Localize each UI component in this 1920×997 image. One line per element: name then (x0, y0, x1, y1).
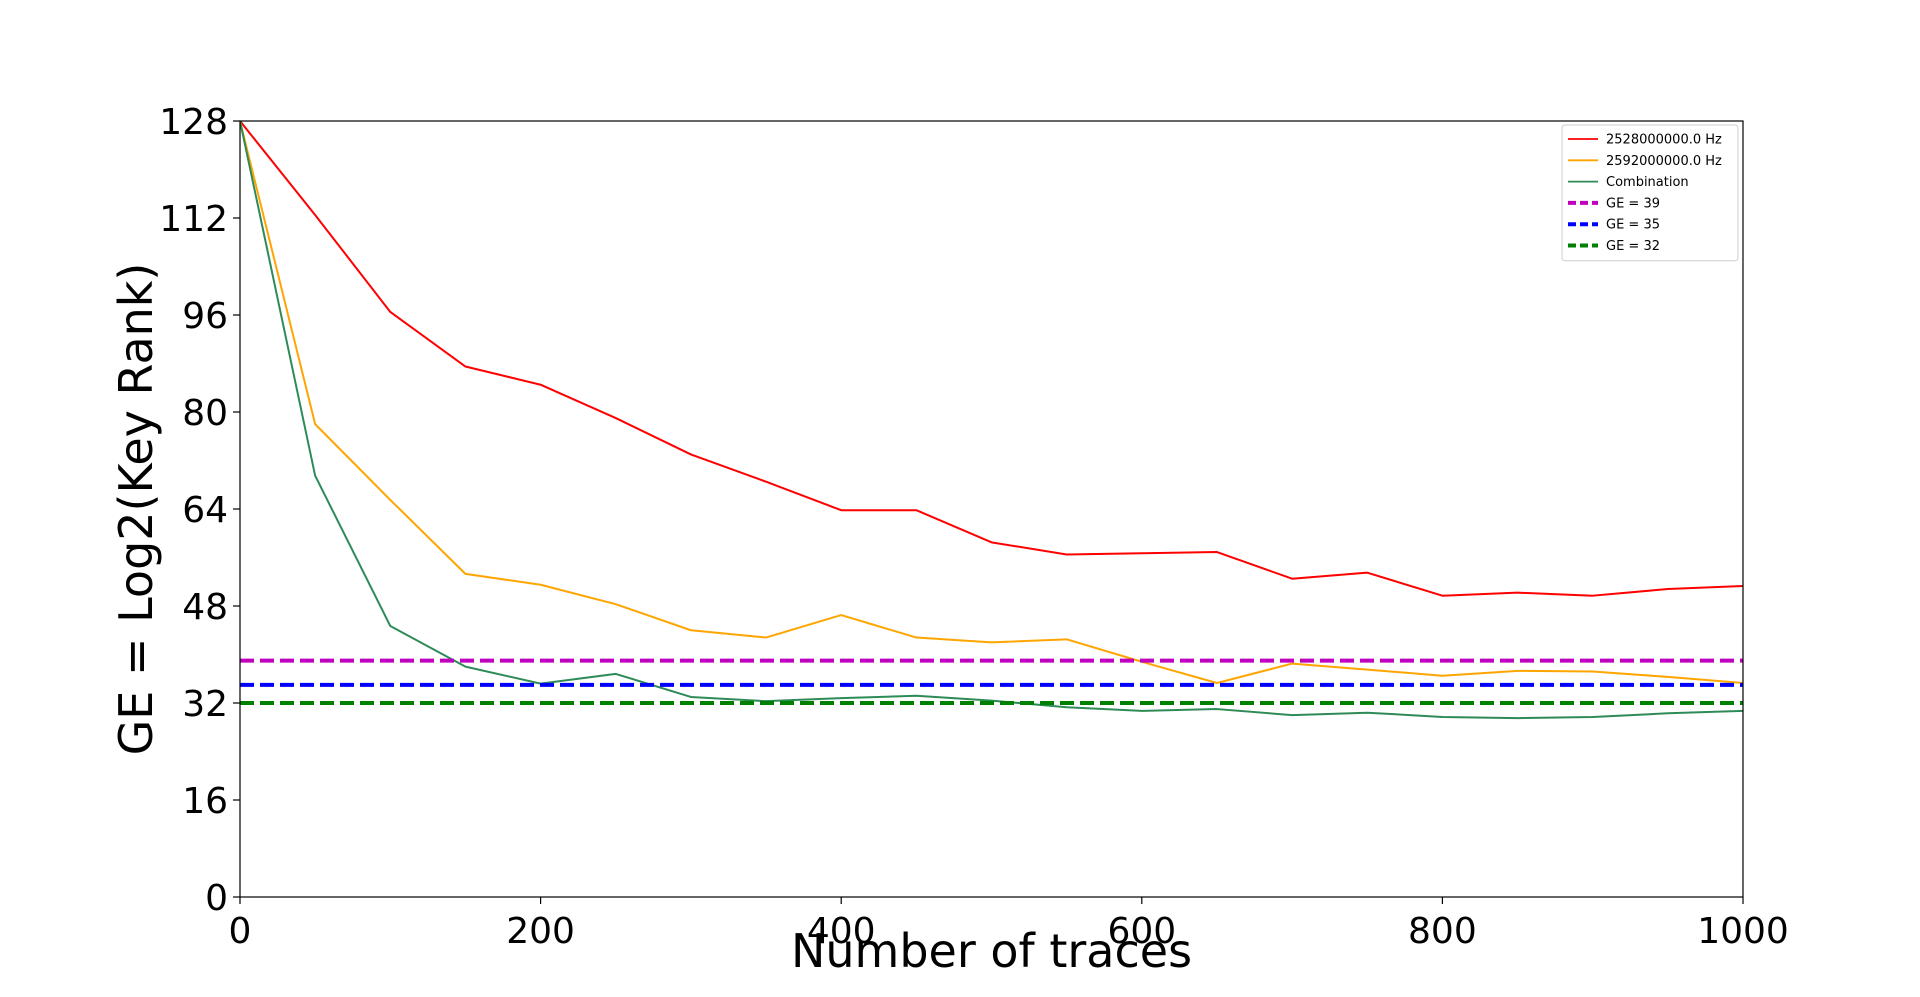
legend-label: GE = 35 (1606, 218, 1660, 233)
series-line-3 (240, 121, 1743, 720)
x-tick-label: 400 (807, 911, 876, 952)
legend: 2528000000.0 Hz 2592000000.0 Hz Combinatio… (1561, 124, 1739, 262)
y-tick-label: 16 (182, 781, 228, 822)
y-tick-label: 80 (182, 393, 228, 434)
x-tick-label: 600 (1107, 911, 1176, 952)
y-tick-label: 112 (159, 199, 228, 240)
x-tick-label: 0 (229, 911, 252, 952)
x-tick-label: 1000 (1697, 911, 1789, 952)
y-tick-label: 128 (159, 102, 228, 143)
axes-layer: 0 200 400 600 800 1000 0 16 32 48 64 80 96 112 128 Numb… (109, 102, 1789, 978)
x-axis-title: Number of traces (791, 924, 1192, 978)
legend-label: GE = 39 (1606, 196, 1660, 211)
y-tick-label: 64 (182, 490, 228, 531)
legend-label: 2528000000.0 Hz (1606, 133, 1722, 148)
series-line-2 (240, 121, 1743, 684)
legend-label: Combination (1606, 175, 1689, 190)
legend-label: GE = 32 (1606, 239, 1660, 254)
series-line-1 (240, 121, 1743, 597)
y-tick-label: 32 (182, 684, 228, 725)
y-axis-title: GE = Log2(Key Rank) (109, 263, 163, 756)
legend-box (1561, 124, 1739, 262)
y-tick-label: 0 (205, 878, 228, 919)
y-tick-label: 96 (182, 296, 228, 337)
series-layer (240, 121, 1743, 720)
x-tick-label: 200 (506, 911, 575, 952)
y-tick-label: 48 (182, 587, 228, 628)
x-tick-label: 800 (1408, 911, 1477, 952)
legend-label: 2592000000.0 Hz (1606, 154, 1722, 169)
